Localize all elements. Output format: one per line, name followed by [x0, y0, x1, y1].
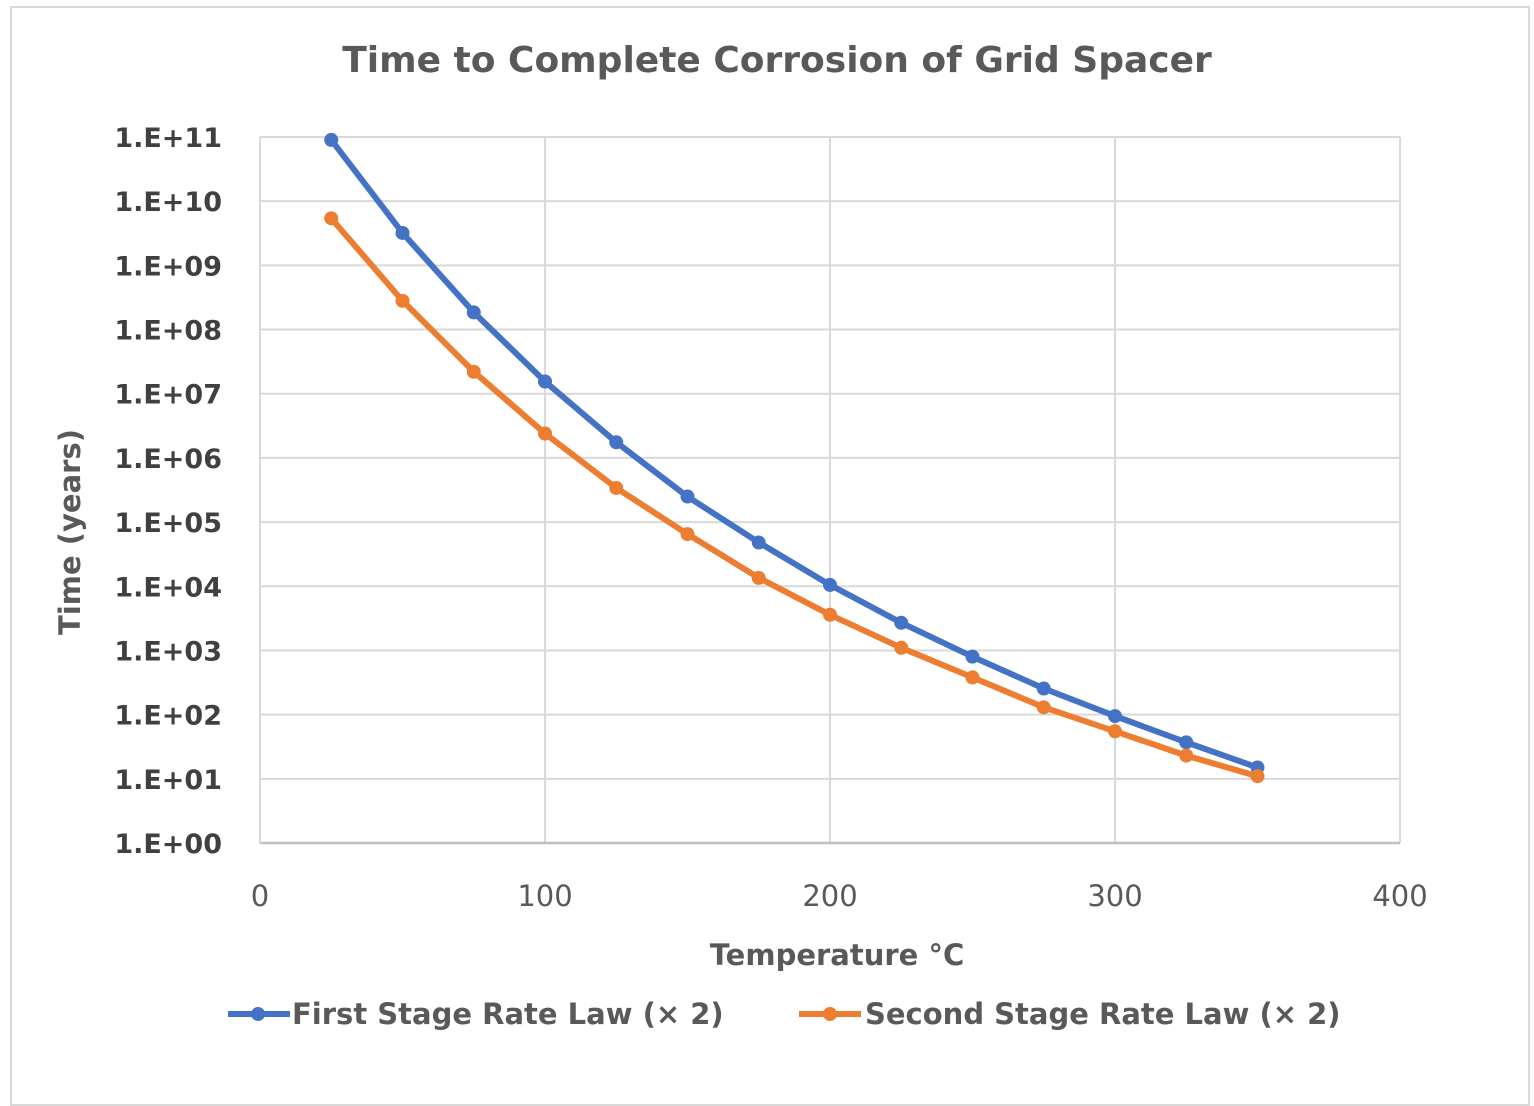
- axes: [259, 137, 1400, 845]
- data-point-series-1[interactable]: [1036, 700, 1051, 715]
- x-tick-label: 0: [251, 879, 269, 913]
- data-point-series-0[interactable]: [751, 535, 766, 550]
- legend: First Stage Rate Law (× 2) Second Stage …: [228, 997, 1341, 1031]
- y-tick-label: 1.E+11: [114, 123, 222, 154]
- data-point-series-1[interactable]: [1108, 724, 1122, 739]
- data-point-series-0[interactable]: [1108, 709, 1122, 724]
- series-lines: [324, 132, 1265, 784]
- y-tick-label: 1.E+08: [114, 316, 222, 347]
- data-point-series-1[interactable]: [1179, 748, 1194, 763]
- data-point-series-0[interactable]: [965, 649, 980, 664]
- y-tick-label: 1.E+04: [114, 572, 222, 603]
- data-point-series-0[interactable]: [680, 489, 695, 504]
- legend-item-series-1[interactable]: Second Stage Rate Law (× 2): [799, 997, 1341, 1031]
- data-point-series-0[interactable]: [894, 615, 909, 630]
- data-point-series-1[interactable]: [466, 364, 481, 379]
- y-tick-label: 1.E+10: [114, 187, 222, 218]
- y-axis-ticks: 1.E+00 1.E+01 1.E+02 1.E+03 1.E+04 1.E+05 1.E+…: [114, 123, 222, 860]
- data-point-series-0[interactable]: [1179, 735, 1194, 750]
- data-point-series-1[interactable]: [395, 293, 410, 308]
- data-point-series-0[interactable]: [538, 374, 552, 389]
- x-tick-label: 300: [1087, 879, 1142, 913]
- data-point-series-1[interactable]: [965, 670, 980, 685]
- data-point-series-0[interactable]: [395, 225, 410, 240]
- chart-frame: [10, 6, 1530, 1106]
- data-point-series-0[interactable]: [823, 577, 837, 592]
- y-tick-label: 1.E+01: [114, 765, 222, 796]
- data-point-series-1[interactable]: [680, 527, 695, 542]
- data-point-series-1[interactable]: [1250, 769, 1265, 784]
- x-axis-ticks: 0 100 200 300 400: [251, 879, 1428, 913]
- y-tick-label: 1.E+07: [114, 380, 222, 411]
- data-point-series-0[interactable]: [324, 132, 339, 147]
- y-tick-label: 1.E+02: [114, 701, 222, 732]
- data-point-series-1[interactable]: [823, 607, 837, 622]
- legend-item-series-0[interactable]: First Stage Rate Law (× 2): [228, 997, 724, 1031]
- data-point-series-1[interactable]: [894, 640, 909, 655]
- y-axis-title: Time (years): [53, 429, 87, 635]
- data-point-series-1[interactable]: [538, 426, 552, 441]
- x-tick-label: 200: [802, 879, 857, 913]
- data-point-series-1[interactable]: [751, 570, 766, 585]
- y-tick-label: 1.E+06: [114, 444, 222, 475]
- legend-marker-series-0: [251, 1007, 265, 1021]
- legend-marker-series-1: [823, 1007, 837, 1021]
- y-tick-label: 1.E+00: [114, 829, 222, 860]
- data-point-series-1[interactable]: [324, 211, 339, 226]
- data-point-series-0[interactable]: [466, 305, 481, 320]
- y-tick-label: 1.E+05: [114, 508, 222, 539]
- data-point-series-0[interactable]: [1036, 681, 1051, 696]
- data-point-series-0[interactable]: [609, 435, 624, 450]
- legend-label-series-0: First Stage Rate Law (× 2): [292, 997, 724, 1031]
- series-line-1: [328, 215, 1261, 780]
- x-tick-label: 400: [1372, 879, 1427, 913]
- y-tick-label: 1.E+09: [114, 251, 222, 282]
- chart-title: Time to Complete Corrosion of Grid Space…: [342, 40, 1212, 81]
- x-axis-title: Temperature °C: [710, 938, 964, 972]
- x-tick-label: 100: [517, 879, 572, 913]
- y-tick-label: 1.E+03: [114, 636, 222, 667]
- series-line-0: [328, 136, 1261, 771]
- data-point-series-1[interactable]: [609, 480, 624, 495]
- legend-label-series-1: Second Stage Rate Law (× 2): [865, 997, 1341, 1031]
- gridlines: [260, 136, 1401, 843]
